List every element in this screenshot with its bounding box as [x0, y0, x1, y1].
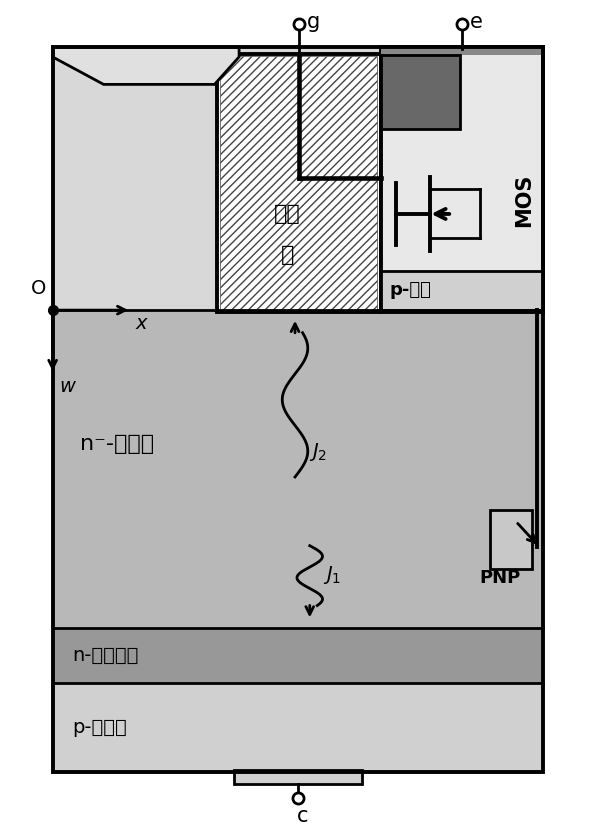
Bar — [381, 271, 543, 310]
Bar — [381, 47, 543, 312]
Text: $J_2$: $J_2$ — [309, 442, 327, 463]
Bar — [220, 56, 378, 310]
Text: PNP: PNP — [480, 568, 521, 586]
Text: $J_1$: $J_1$ — [323, 564, 342, 586]
Text: x: x — [135, 314, 147, 333]
Text: c: c — [297, 805, 308, 825]
Text: p-发射层: p-发射层 — [72, 718, 127, 737]
Text: MOS: MOS — [514, 174, 533, 227]
Text: w: w — [59, 377, 76, 396]
Text: e: e — [469, 12, 482, 31]
Text: O: O — [31, 280, 47, 299]
Polygon shape — [53, 47, 239, 84]
Bar — [217, 54, 381, 312]
Bar — [381, 47, 543, 55]
Text: n⁻-漂移区: n⁻-漂移区 — [80, 433, 155, 454]
Bar — [53, 683, 543, 772]
Bar — [53, 310, 543, 628]
Bar — [53, 47, 543, 772]
Bar — [234, 771, 362, 784]
Text: n-场截止层: n-场截止层 — [72, 646, 139, 665]
Text: 栋: 栋 — [281, 246, 294, 265]
Bar — [53, 47, 543, 310]
Bar — [490, 509, 532, 568]
Bar — [381, 55, 460, 128]
Text: g: g — [307, 12, 320, 31]
Text: 沟槽: 沟槽 — [274, 204, 301, 224]
Text: p-基区: p-基区 — [389, 281, 431, 299]
Bar — [53, 628, 543, 683]
